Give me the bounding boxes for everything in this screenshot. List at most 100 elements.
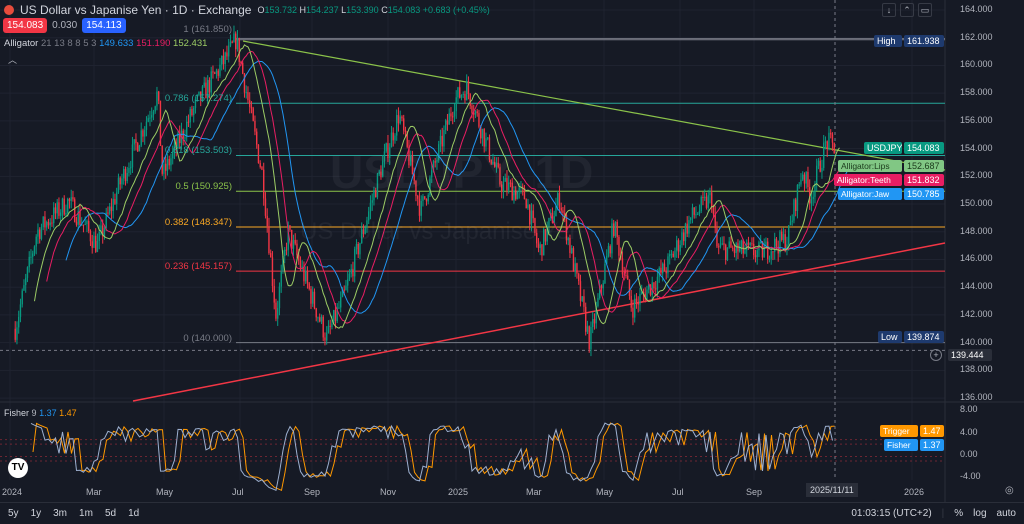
- range-button-3m[interactable]: 3m: [53, 508, 68, 519]
- candle-body: [348, 273, 351, 280]
- candle-body: [502, 181, 505, 192]
- candle-body: [614, 221, 617, 236]
- candle-body: [214, 72, 216, 74]
- range-button-1d[interactable]: 1d: [128, 508, 140, 519]
- candle-body: [53, 207, 55, 224]
- candle-body: [810, 199, 813, 204]
- lips-tag-value: 152.687: [904, 160, 944, 172]
- candle-body: [37, 229, 39, 237]
- candle-body: [161, 145, 163, 174]
- candle-body: [110, 206, 113, 211]
- candle-body: [256, 131, 258, 145]
- candle-body: [700, 196, 702, 211]
- candle-body: [726, 247, 729, 260]
- candle-body: [158, 91, 160, 101]
- alligator-lips-line: [34, 44, 840, 329]
- price-axis-label: 152.000: [960, 170, 993, 181]
- candle-body: [683, 232, 685, 242]
- range-button-5y[interactable]: 5y: [8, 508, 19, 519]
- candle-body: [469, 94, 471, 106]
- range-button-1m[interactable]: 1m: [79, 508, 93, 519]
- candle-body: [289, 225, 291, 230]
- candle-body: [21, 290, 23, 305]
- candle-body: [219, 64, 221, 76]
- candle-body: [826, 141, 828, 149]
- candle-body: [46, 221, 48, 228]
- candle-body: [611, 223, 613, 254]
- candle-body: [126, 172, 128, 182]
- candle-body: [105, 212, 107, 229]
- fisher-legend[interactable]: Fisher 9 1.37 1.47: [4, 408, 77, 418]
- candle-body: [576, 263, 578, 274]
- high-tag-value: 161.938: [904, 35, 944, 47]
- sell-button[interactable]: 154.083: [3, 18, 48, 33]
- candle-body: [429, 177, 431, 195]
- candle-body: [677, 240, 680, 252]
- candle-body: [28, 256, 30, 268]
- candle-body: [763, 246, 765, 258]
- candle-body: [385, 143, 387, 152]
- download-icon[interactable]: ↓: [882, 3, 896, 17]
- percent-scale-button[interactable]: %: [954, 508, 964, 519]
- candle-body: [249, 100, 251, 107]
- candle-body: [711, 192, 713, 208]
- candle-body: [383, 151, 386, 162]
- candle-body: [334, 310, 337, 322]
- candle-body: [641, 291, 643, 294]
- jaw-tag-value: 150.785: [904, 188, 944, 200]
- log-scale-button[interactable]: log: [973, 508, 987, 519]
- candle-body: [749, 243, 751, 245]
- candle-body: [317, 317, 319, 319]
- fib-level-label: 0.786 (157.274): [164, 93, 232, 105]
- candle-body: [544, 229, 547, 242]
- candle-body: [109, 206, 111, 214]
- candle-body: [691, 207, 694, 218]
- candle-body: [480, 126, 482, 139]
- candle-body: [719, 244, 722, 247]
- candle-body: [138, 145, 141, 152]
- collapse-chevron-icon[interactable]: ︿: [8, 55, 18, 65]
- candle-body: [488, 137, 491, 160]
- buy-button[interactable]: 154.113: [82, 18, 126, 33]
- candle-body: [688, 220, 690, 234]
- maximize-icon[interactable]: ▭: [918, 3, 932, 17]
- candle-body: [324, 337, 326, 341]
- candle-body: [179, 132, 181, 144]
- collapse-icon[interactable]: ⌃: [900, 3, 914, 17]
- candle-body: [130, 167, 132, 169]
- candle-body: [368, 211, 370, 221]
- candle-body: [413, 174, 415, 181]
- candle-body: [264, 198, 267, 216]
- candle-body: [425, 198, 428, 202]
- time-axis-label: Mar: [86, 487, 102, 497]
- candle-body: [49, 222, 51, 226]
- candle-body: [44, 216, 46, 228]
- candle-body: [537, 243, 540, 249]
- candle-body: [142, 130, 144, 137]
- alligator-jaw-line: [65, 60, 849, 314]
- settings-icon[interactable]: ◎: [1005, 485, 1014, 496]
- candle-body: [355, 243, 358, 250]
- candle-body: [812, 196, 814, 200]
- alligator-legend[interactable]: Alligator 21 13 8 8 5 3 149.633 151.190 …: [4, 38, 208, 49]
- candle-body: [233, 33, 235, 43]
- candle-body: [439, 135, 442, 145]
- symbol-title[interactable]: US Dollar vs Japanise Yen · 1D · Exchang…: [20, 3, 252, 17]
- candle-body: [684, 223, 687, 242]
- candle-body: [803, 174, 806, 184]
- candle-body: [40, 227, 43, 239]
- candle-body: [88, 220, 90, 232]
- range-button-5d[interactable]: 5d: [104, 508, 117, 519]
- candle-body: [243, 73, 246, 93]
- candle-body: [399, 116, 401, 124]
- candle-body: [602, 283, 604, 289]
- candle-body: [172, 150, 174, 159]
- candle-body: [345, 285, 347, 291]
- add-alert-icon[interactable]: +: [930, 349, 942, 361]
- auto-scale-button[interactable]: auto: [996, 508, 1016, 519]
- candle-body: [310, 288, 312, 304]
- range-button-1y[interactable]: 1y: [30, 508, 42, 519]
- candle-body: [371, 200, 373, 203]
- candle-body: [74, 199, 76, 222]
